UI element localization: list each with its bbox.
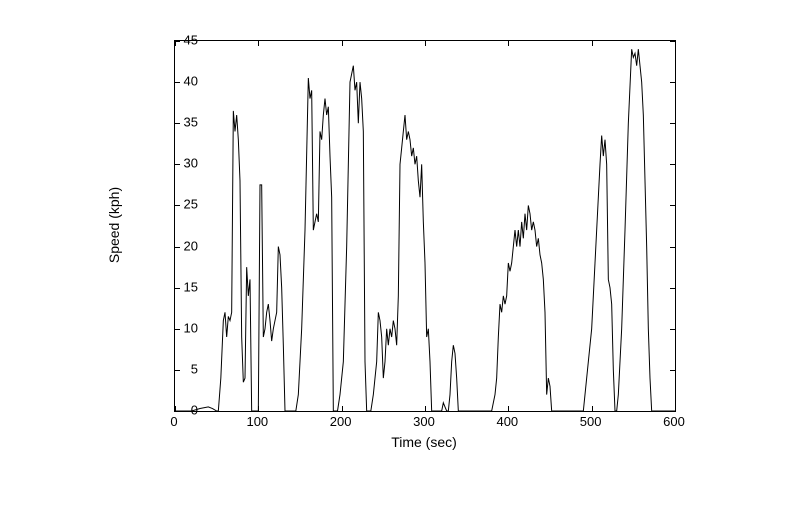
y-tick-label: 45 xyxy=(184,33,198,48)
x-tick-label: 100 xyxy=(246,414,268,429)
x-tick-label: 300 xyxy=(413,414,435,429)
y-tick-label: 10 xyxy=(184,320,198,335)
x-axis-label: Time (sec) xyxy=(391,434,457,450)
y-tick-label: 25 xyxy=(184,197,198,212)
y-tick-label: 20 xyxy=(184,238,198,253)
line-series xyxy=(175,41,675,411)
plot-area xyxy=(174,40,676,412)
y-tick-label: 30 xyxy=(184,156,198,171)
speed-time-chart: Speed (kph) Time (sec) 0 5 10 15 20 25 30 35 40 4… xyxy=(104,30,704,460)
x-tick-label: 400 xyxy=(496,414,518,429)
y-tick-label: 15 xyxy=(184,279,198,294)
y-axis-label: Speed (kph) xyxy=(106,187,122,263)
y-tick-label: 5 xyxy=(191,361,198,376)
y-tick-label: 0 xyxy=(191,403,198,418)
x-tick-label: 0 xyxy=(170,414,177,429)
x-tick-label: 200 xyxy=(330,414,352,429)
y-tick-label: 40 xyxy=(184,74,198,89)
y-tick-label: 35 xyxy=(184,115,198,130)
x-tick-label: 600 xyxy=(663,414,685,429)
x-tick-label: 500 xyxy=(580,414,602,429)
